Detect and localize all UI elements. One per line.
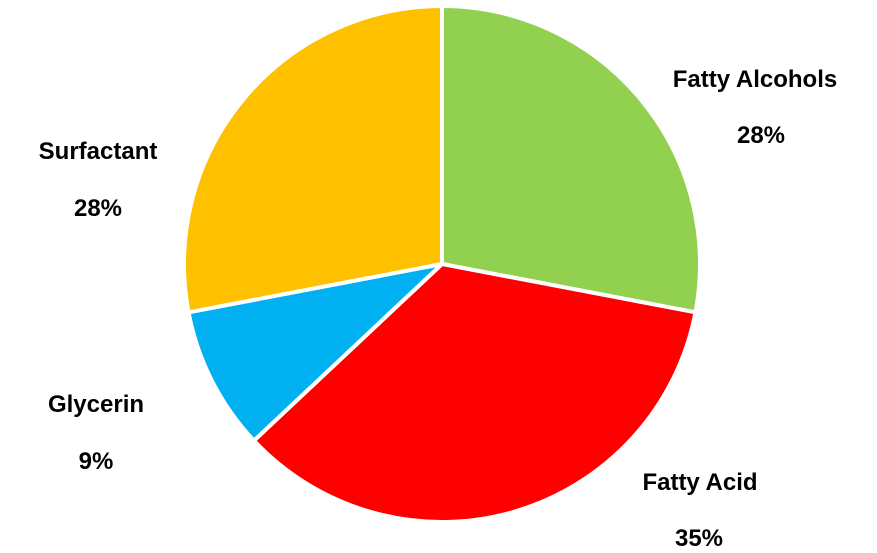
- pie-labels: Fatty Alcohols 28% Fatty Acid 35% Glycer…: [39, 66, 838, 552]
- pie-slice-surfactant: [182, 4, 444, 315]
- slice-label-surfactant: Surfactant: [39, 138, 158, 165]
- slice-label-fatty-acid: Fatty Acid: [642, 469, 757, 496]
- pie-slice-fatty-alcohols: [440, 4, 702, 315]
- pie-slice-fatty-acid: [251, 262, 698, 524]
- slice-label-glycerin: Glycerin: [48, 391, 144, 418]
- slice-value-glycerin: 9%: [79, 448, 114, 475]
- pie-slice-glycerin: [186, 262, 444, 443]
- slice-label-fatty-alcohols: Fatty Alcohols: [673, 66, 837, 93]
- slice-value-surfactant: 28%: [74, 195, 122, 222]
- slice-value-fatty-alcohols: 28%: [737, 122, 785, 149]
- pie-slices: [182, 4, 702, 524]
- slice-value-fatty-acid: 35%: [675, 525, 723, 552]
